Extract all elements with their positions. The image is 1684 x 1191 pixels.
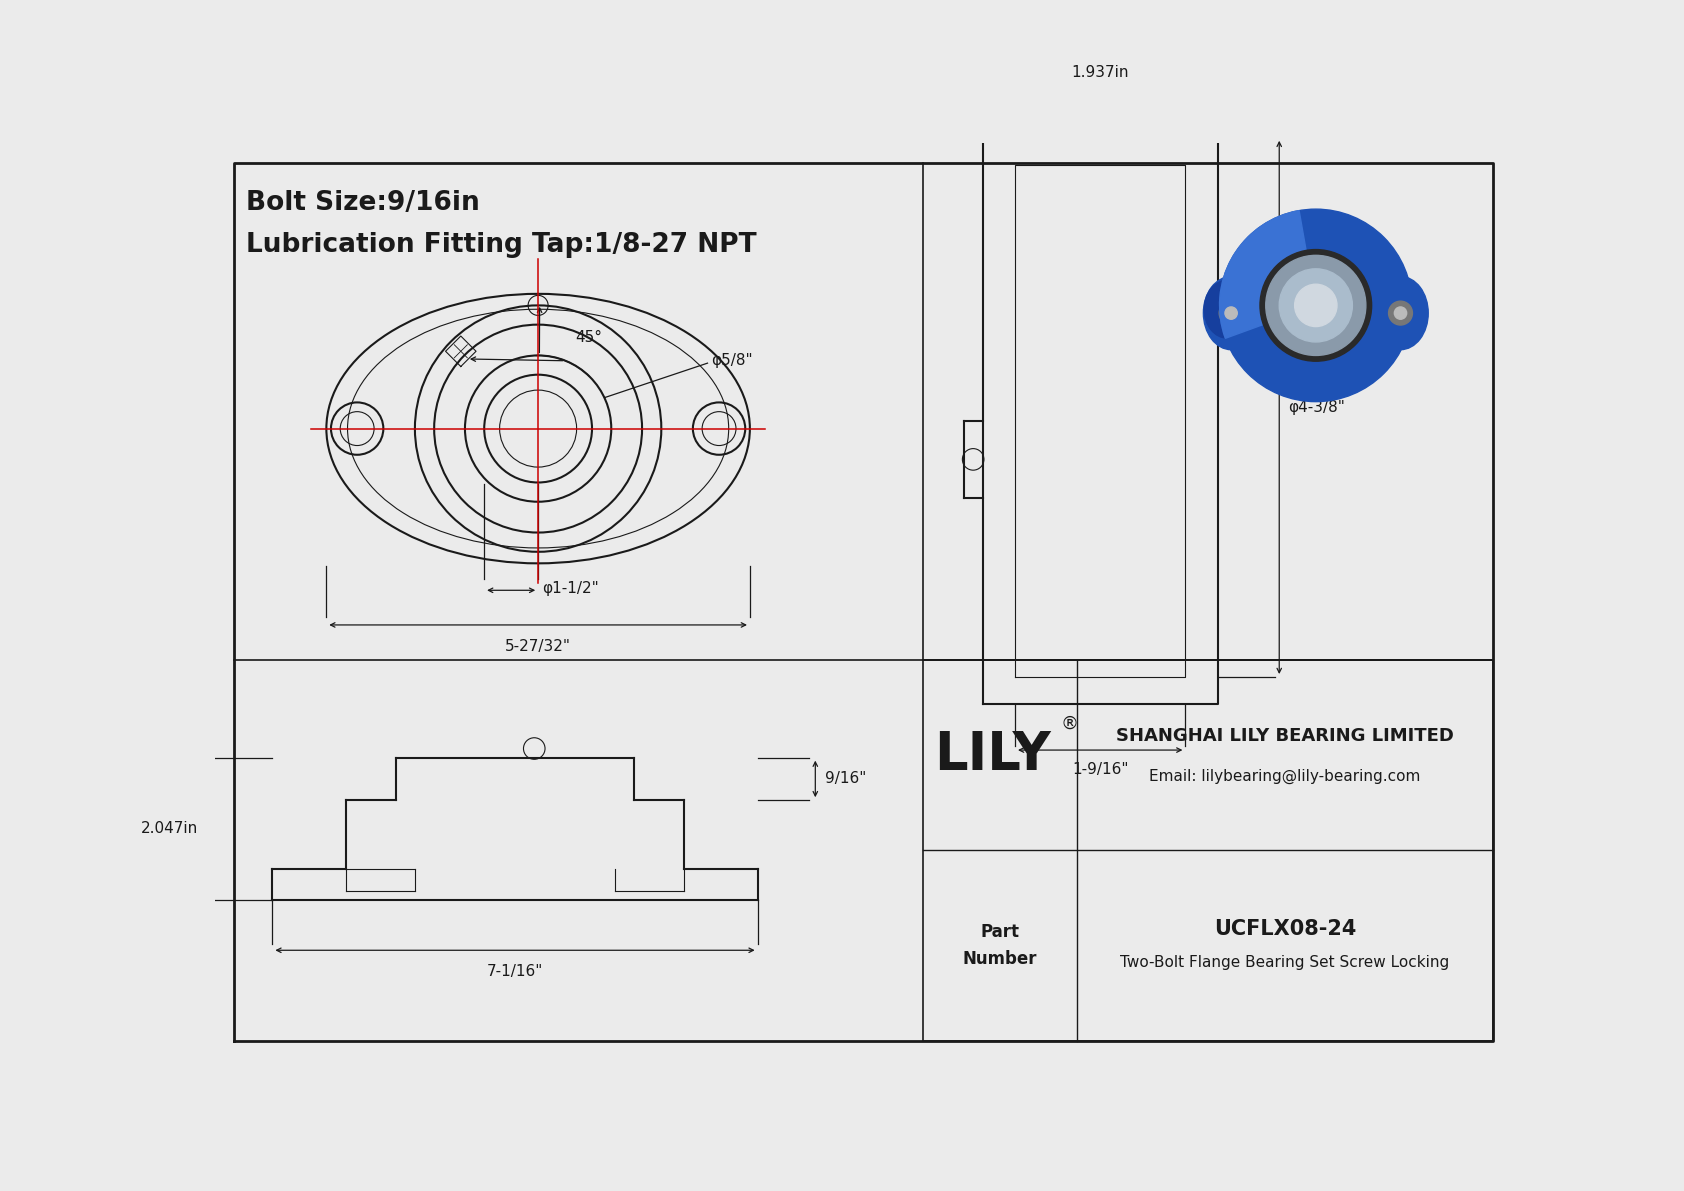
- Circle shape: [1219, 301, 1243, 325]
- Text: UCFLX08-24: UCFLX08-24: [1214, 918, 1356, 939]
- Text: Email: lilybearing@lily-bearing.com: Email: lilybearing@lily-bearing.com: [1148, 769, 1421, 784]
- Text: Bolt Size:9/16in: Bolt Size:9/16in: [246, 189, 480, 216]
- Circle shape: [1224, 307, 1238, 319]
- Text: φ5/8": φ5/8": [711, 354, 753, 368]
- Text: Two-Bolt Flange Bearing Set Screw Locking: Two-Bolt Flange Bearing Set Screw Lockin…: [1120, 955, 1450, 969]
- Circle shape: [1394, 307, 1406, 319]
- Circle shape: [1266, 255, 1366, 355]
- Circle shape: [1280, 269, 1352, 342]
- Text: Lubrication Fitting Tap:1/8-27 NPT: Lubrication Fitting Tap:1/8-27 NPT: [246, 232, 756, 258]
- Text: φ1-1/2": φ1-1/2": [542, 581, 600, 597]
- Text: Part: Part: [980, 923, 1019, 941]
- Text: SHANGHAI LILY BEARING LIMITED: SHANGHAI LILY BEARING LIMITED: [1116, 727, 1453, 744]
- Text: 1.937in: 1.937in: [1071, 66, 1128, 80]
- Ellipse shape: [1372, 276, 1428, 350]
- Text: 2.047in: 2.047in: [140, 822, 197, 836]
- Circle shape: [1295, 285, 1337, 326]
- Ellipse shape: [1204, 280, 1250, 338]
- Text: Number: Number: [963, 950, 1037, 968]
- Text: 1-9/16": 1-9/16": [1073, 761, 1128, 777]
- Text: φ4-3/8": φ4-3/8": [1288, 400, 1346, 414]
- Text: 5-27/32": 5-27/32": [505, 638, 571, 654]
- Ellipse shape: [1204, 276, 1260, 350]
- Text: 7-1/16": 7-1/16": [487, 965, 544, 979]
- Circle shape: [1260, 250, 1372, 361]
- Text: 45°: 45°: [574, 330, 603, 345]
- Text: ®: ®: [1061, 715, 1078, 734]
- Text: 9/16": 9/16": [825, 772, 866, 786]
- Circle shape: [1219, 210, 1413, 401]
- Wedge shape: [1219, 211, 1315, 338]
- Text: LILY: LILY: [935, 729, 1051, 781]
- Circle shape: [1389, 301, 1413, 325]
